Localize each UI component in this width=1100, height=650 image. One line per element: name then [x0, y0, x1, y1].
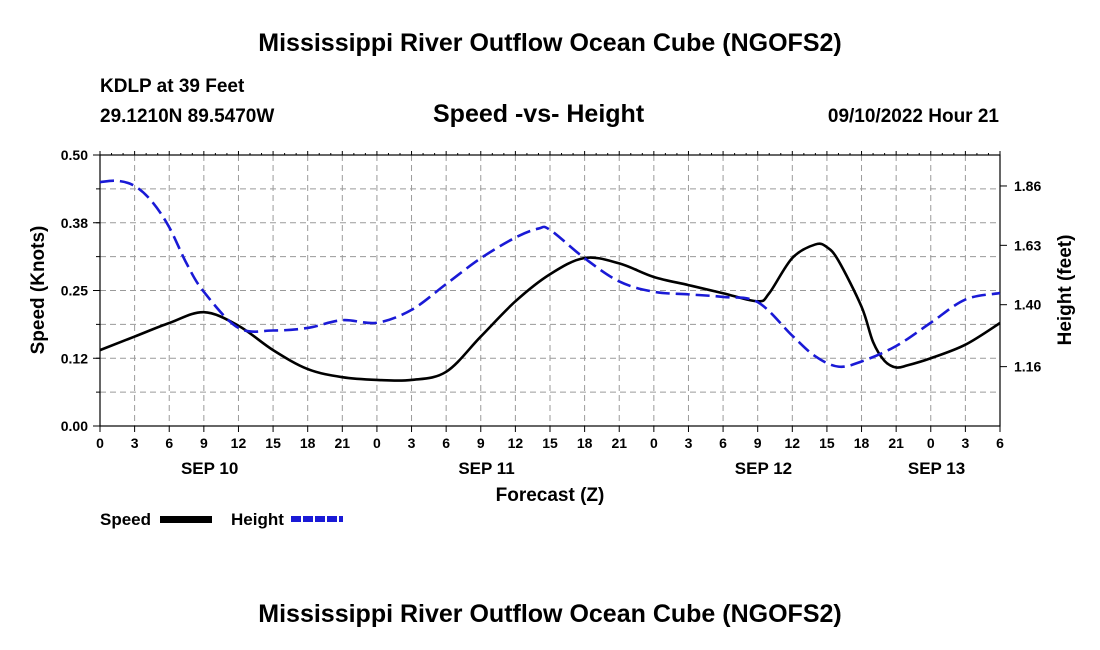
x-tick-label: 3 [961, 435, 969, 451]
date-label: SEP 10 [181, 459, 238, 478]
y-tick-label-left: 0.25 [61, 283, 88, 299]
y-tick-label-right: 1.40 [1014, 297, 1041, 313]
y-tick-label-right: 1.63 [1014, 237, 1041, 253]
station-label: KDLP at 39 Feet [100, 76, 245, 97]
x-tick-label: 3 [131, 435, 139, 451]
main-title: Mississippi River Outflow Ocean Cube (NG… [258, 29, 842, 57]
x-tick-label: 18 [577, 435, 593, 451]
y-tick-label-left: 0.00 [61, 418, 88, 434]
x-tick-label: 15 [265, 435, 281, 451]
x-tick-label: 15 [819, 435, 835, 451]
x-tick-label: 0 [927, 435, 935, 451]
footer-title: Mississippi River Outflow Ocean Cube (NG… [258, 600, 842, 628]
y-tick-label-left: 0.12 [61, 350, 88, 366]
legend-speed-swatch [160, 516, 212, 523]
plot-title: Speed -vs- Height [433, 100, 645, 128]
y-tick-label-right: 1.86 [1014, 178, 1041, 194]
y-axis-left-label: Speed (Knots) [28, 226, 49, 355]
y-axis-right-label: Height (feet) [1055, 235, 1076, 346]
forecast-timestamp: 09/10/2022 Hour 21 [827, 106, 999, 127]
station-coords: 29.1210N 89.5470W [100, 106, 275, 127]
x-tick-label: 12 [508, 435, 524, 451]
x-tick-label: 18 [854, 435, 870, 451]
y-tick-label-left: 0.38 [61, 215, 88, 231]
height-series-line [99, 179, 1001, 369]
chart-grid [100, 155, 1000, 426]
x-tick-label: 0 [650, 435, 658, 451]
y-tick-label-right: 1.16 [1014, 359, 1041, 375]
x-tick-label: 6 [996, 435, 1004, 451]
x-tick-label: 12 [785, 435, 801, 451]
x-tick-label: 9 [200, 435, 208, 451]
legend-height-swatch [291, 516, 343, 522]
x-tick-label: 3 [408, 435, 416, 451]
x-tick-label: 15 [542, 435, 558, 451]
x-tick-label: 21 [335, 435, 351, 451]
x-tick-label: 18 [300, 435, 316, 451]
x-tick-label: 9 [477, 435, 485, 451]
axis-ticks: 0 3 6 9 12 15 18 21 0 3 6 9 12 15 18 21 0 3 6 9 12 15 18 21 0 3 6S… [61, 147, 1042, 478]
x-tick-label: 21 [888, 435, 904, 451]
x-tick-label: 0 [96, 435, 104, 451]
x-tick-label: 21 [611, 435, 627, 451]
date-label: SEP 12 [735, 459, 792, 478]
legend-height-label: Height [231, 510, 284, 529]
y-tick-label-left: 0.50 [61, 147, 88, 163]
speed-series-line [99, 242, 1001, 382]
x-tick-label: 6 [442, 435, 450, 451]
x-axis-label: Forecast (Z) [496, 485, 605, 506]
series-layer [99, 179, 1001, 382]
x-tick-label: 6 [165, 435, 173, 451]
date-label: SEP 11 [458, 459, 514, 478]
speed-height-chart: 0 3 6 9 12 15 18 21 0 3 6 9 12 15 18 21 0 3 6 9 12 15 18 21 0 3 6S… [28, 147, 1076, 506]
x-tick-label: 3 [685, 435, 693, 451]
x-tick-label: 0 [373, 435, 381, 451]
x-tick-label: 9 [754, 435, 762, 451]
legend-speed-label: Speed [100, 510, 152, 529]
x-tick-label: 6 [719, 435, 727, 451]
date-label: SEP 13 [908, 459, 965, 478]
x-tick-label: 12 [231, 435, 247, 451]
